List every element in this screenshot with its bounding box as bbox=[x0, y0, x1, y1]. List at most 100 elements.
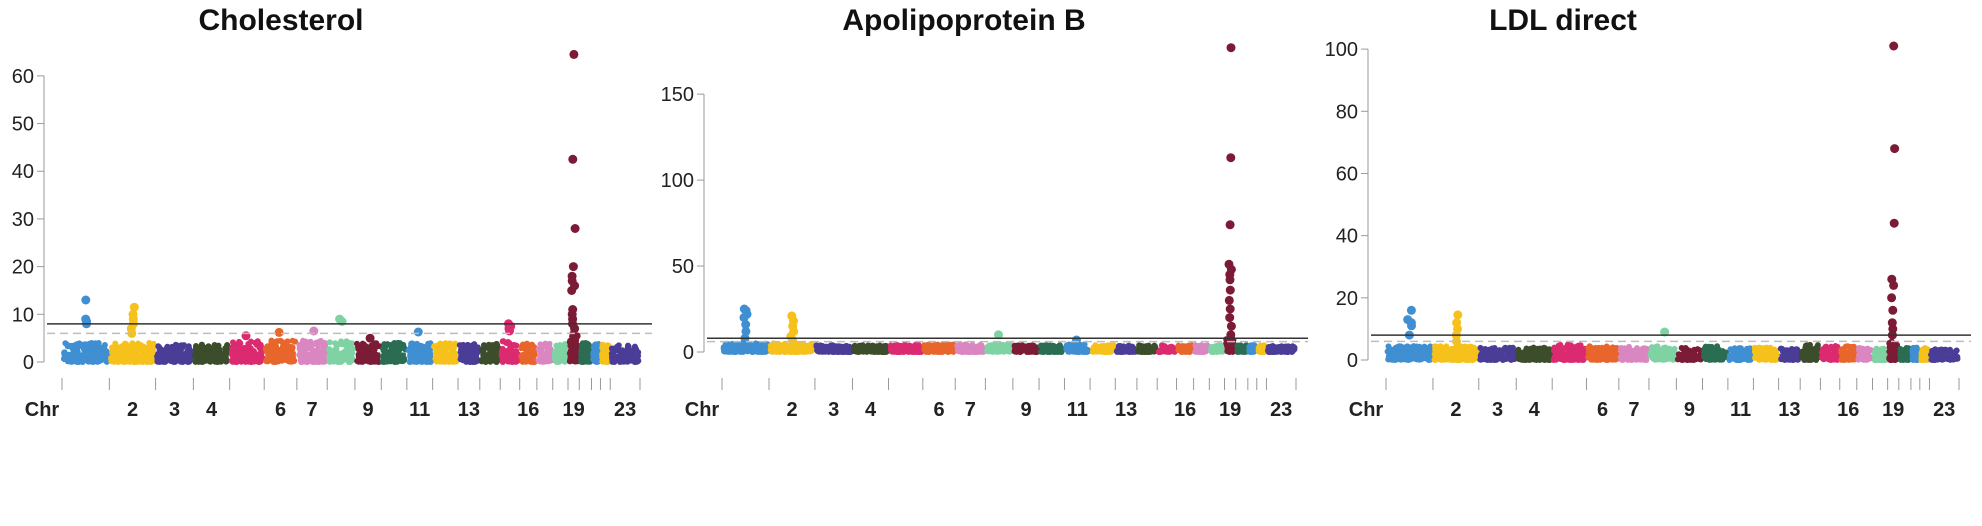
snp-dense-band bbox=[553, 352, 568, 362]
snp-dense-band bbox=[815, 348, 852, 352]
snp-dense-band bbox=[433, 352, 458, 362]
snp-dense-band bbox=[520, 352, 536, 362]
snp-dense-band bbox=[297, 351, 327, 362]
snp-dense-band bbox=[723, 348, 769, 352]
significant-snp bbox=[1226, 330, 1236, 340]
snp-point bbox=[252, 339, 259, 346]
snp-point bbox=[851, 343, 858, 350]
snp-point bbox=[957, 343, 964, 350]
snp-point bbox=[1063, 342, 1070, 349]
significant-snp bbox=[788, 335, 798, 345]
y-tick-label: 40 bbox=[1336, 226, 1358, 248]
y-tick-label: 60 bbox=[1336, 163, 1358, 185]
chr-11-points bbox=[1063, 335, 1092, 355]
snp-dense-band bbox=[889, 348, 922, 352]
snp-point bbox=[344, 344, 351, 351]
snp-point bbox=[995, 342, 1002, 349]
chr-12-points bbox=[1089, 342, 1117, 355]
snp-point bbox=[347, 340, 354, 347]
snp-point bbox=[846, 343, 853, 350]
snp-point bbox=[230, 339, 236, 346]
chr-15-points bbox=[1155, 342, 1178, 355]
snp-point bbox=[523, 342, 530, 349]
snp-point bbox=[1477, 344, 1484, 351]
snp-point bbox=[963, 343, 970, 350]
snp-dense-band bbox=[601, 352, 610, 362]
snp-point bbox=[1575, 342, 1582, 349]
snp-point bbox=[237, 344, 244, 351]
x-tick-label: 4 bbox=[206, 399, 218, 421]
snp-point bbox=[1459, 344, 1466, 351]
snp-dense-band bbox=[1257, 348, 1266, 352]
y-tick-label: 0 bbox=[1347, 350, 1358, 372]
significant-snp bbox=[1225, 285, 1235, 295]
snp-point bbox=[129, 347, 136, 354]
snp-dense-band bbox=[1587, 353, 1618, 360]
chr-4-points bbox=[851, 342, 890, 355]
x-tick-label: 23 bbox=[614, 399, 636, 421]
significant-snp bbox=[1406, 305, 1416, 315]
snp-point bbox=[1567, 342, 1574, 349]
chr-2-points bbox=[108, 302, 157, 365]
snp-point bbox=[62, 340, 69, 347]
x-tick-label: 7 bbox=[965, 399, 976, 421]
snp-point bbox=[1028, 342, 1035, 349]
snp-point bbox=[471, 341, 478, 348]
snp-point bbox=[181, 342, 187, 349]
significant-snp bbox=[274, 327, 284, 337]
snp-dense-band bbox=[1194, 348, 1209, 352]
snp-point bbox=[1444, 345, 1451, 352]
y-tick-label: 60 bbox=[12, 66, 34, 88]
x-tick-label: 16 bbox=[1174, 399, 1196, 421]
snp-point bbox=[1145, 342, 1152, 349]
y-tick-label: 50 bbox=[12, 114, 34, 136]
chr-3-points bbox=[1477, 344, 1518, 363]
chr-22-points bbox=[1255, 342, 1268, 355]
chart-title: Apolipoprotein B bbox=[842, 4, 1085, 37]
snp-point bbox=[313, 339, 320, 346]
chr-5-points bbox=[1550, 341, 1588, 363]
chr-8-points bbox=[326, 314, 357, 365]
chr-2-points bbox=[767, 311, 816, 355]
y-tick-label: 30 bbox=[12, 209, 34, 231]
snp-point bbox=[1218, 342, 1225, 349]
snp-point bbox=[499, 338, 506, 345]
snp-point bbox=[299, 346, 306, 353]
snp-dense-band bbox=[1517, 353, 1552, 360]
snp-dense-band bbox=[611, 353, 639, 362]
y-tick-label: 100 bbox=[661, 170, 694, 192]
x-tick-label: 16 bbox=[517, 399, 539, 421]
chr-4-points bbox=[192, 341, 231, 365]
chr-15-points bbox=[498, 319, 522, 365]
snp-point bbox=[71, 346, 78, 353]
significant-snp bbox=[567, 286, 577, 295]
x-tick-label: 13 bbox=[1115, 399, 1137, 421]
snp-dense-band bbox=[501, 351, 519, 362]
snp-point bbox=[272, 339, 279, 346]
chr-12-points bbox=[431, 340, 460, 365]
snp-point bbox=[201, 347, 208, 354]
snp-point bbox=[1588, 345, 1595, 351]
chr-19-points bbox=[1223, 43, 1237, 355]
snp-point bbox=[384, 341, 390, 348]
snp-point bbox=[986, 342, 992, 349]
snp-dense-band bbox=[230, 351, 264, 362]
significant-snp bbox=[1226, 153, 1236, 163]
snp-point bbox=[528, 342, 535, 349]
snp-point bbox=[1515, 346, 1522, 353]
snp-point bbox=[326, 339, 333, 346]
snp-point bbox=[370, 347, 377, 353]
snp-point bbox=[633, 347, 640, 354]
y-tick-label: 40 bbox=[12, 161, 34, 183]
snp-point bbox=[1613, 345, 1620, 352]
chart-title: Cholesterol bbox=[198, 4, 363, 37]
snp-point bbox=[433, 345, 440, 352]
significant-snp bbox=[741, 326, 751, 336]
snp-point bbox=[224, 342, 231, 349]
y-tick-label: 100 bbox=[1325, 39, 1358, 61]
snp-point bbox=[95, 345, 102, 352]
snp-point bbox=[1504, 348, 1511, 355]
chr-19-points bbox=[566, 49, 581, 365]
snp-point bbox=[608, 345, 615, 352]
